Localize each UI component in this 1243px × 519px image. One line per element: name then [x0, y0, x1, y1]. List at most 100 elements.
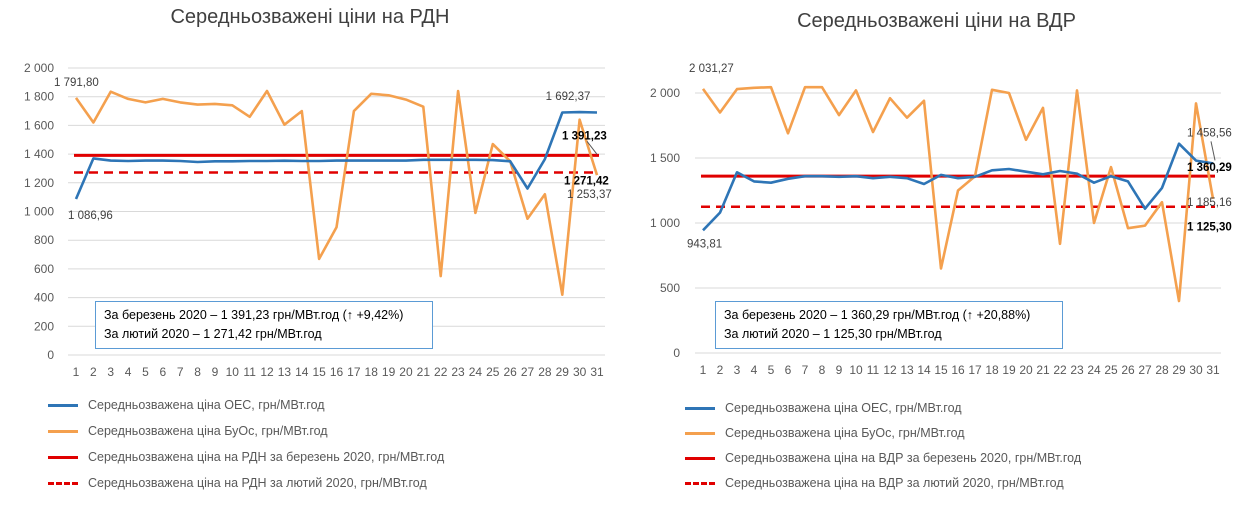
x-tick-label: 26	[1121, 363, 1135, 377]
x-tick-label: 7	[802, 363, 809, 377]
legend-swatch-oes	[685, 407, 715, 410]
x-tick-label: 2	[717, 363, 724, 377]
data-label: 1 391,23	[562, 130, 607, 142]
x-tick-label: 20	[1019, 363, 1033, 377]
legend-rdn: Середньозважена ціна ОЕС, грн/МВт.год Се…	[48, 395, 568, 505]
data-label: 1 185,16	[1187, 197, 1232, 209]
x-tick-label: 11	[867, 363, 880, 377]
x-tick-label: 17	[968, 363, 982, 377]
x-tick-label: 26	[503, 365, 517, 379]
x-tick-label: 28	[1155, 363, 1169, 377]
x-tick-label: 21	[1036, 363, 1050, 377]
data-label: 1 360,29	[1187, 162, 1232, 174]
x-tick-label: 13	[900, 363, 914, 377]
y-tick-label: 1 000	[650, 216, 680, 230]
x-tick-label: 8	[819, 363, 826, 377]
gridlines	[695, 92, 1221, 354]
x-tick-label: 29	[1172, 363, 1186, 377]
y-tick-label: 1 600	[24, 118, 54, 132]
y-tick-label: 0	[47, 348, 54, 362]
y-tick-label: 1 800	[24, 90, 54, 104]
x-tick-label: 10	[226, 365, 240, 379]
legend-label-march: Середньозважена ціна на РДН за березень …	[88, 450, 445, 464]
x-tick-label: 3	[734, 363, 741, 377]
x-tick-label: 13	[278, 365, 292, 379]
x-tick-label: 1	[73, 365, 80, 379]
data-label: 2 031,27	[689, 63, 734, 75]
x-tick-label: 9	[836, 363, 843, 377]
x-tick-label: 24	[1087, 363, 1101, 377]
x-tick-label: 3	[107, 365, 114, 379]
data-label: 1 458,56	[1187, 127, 1232, 139]
x-tick-label: 14	[917, 363, 931, 377]
x-tick-label: 5	[142, 365, 149, 379]
legend-label-buos: Середньозважена ціна БуОс, грн/МВт.год	[725, 426, 965, 440]
x-tick-label: 22	[1053, 363, 1067, 377]
legend-swatch-feb	[48, 482, 78, 485]
x-tick-label: 1	[700, 363, 707, 377]
price-summary-note-rdn: За березень 2020 – 1 391,23 грн/МВт.год …	[95, 301, 433, 349]
x-tick-label: 19	[382, 365, 396, 379]
x-tick-label: 12	[883, 363, 897, 377]
y-tick-label: 800	[34, 233, 54, 247]
x-tick-label: 7	[177, 365, 184, 379]
legend-label-oes: Середньозважена ціна ОЕС, грн/МВт.год	[88, 398, 325, 412]
y-tick-label: 400	[34, 291, 54, 305]
legend-vdr: Середньозважена ціна ОЕС, грн/МВт.год Се…	[685, 398, 1205, 508]
x-tick-label: 17	[347, 365, 361, 379]
x-tick-label: 6	[159, 365, 166, 379]
x-tick-label: 15	[312, 365, 326, 379]
data-label: 1 791,80	[54, 77, 99, 89]
label-leader-line	[1210, 141, 1216, 161]
buos-price-line	[74, 89, 599, 297]
chart-vdr: Середньозважені ціни на ВДР 0 500 1 000 1 5…	[630, 0, 1243, 519]
x-tick-label: 27	[1138, 363, 1152, 377]
legend-label-feb: Середньозважена ціна на РДН за лютий 202…	[88, 476, 427, 490]
x-tick-label: 27	[521, 365, 535, 379]
x-tick-label: 18	[985, 363, 999, 377]
y-tick-label: 500	[660, 281, 680, 295]
x-tick-label: 25	[486, 365, 500, 379]
data-label: 943,81	[687, 238, 722, 250]
x-tick-label: 16	[951, 363, 965, 377]
note-line-march-vdr: За березень 2020 – 1 360,29 грн/МВт.год …	[724, 308, 1031, 322]
y-tick-label: 1 400	[24, 147, 54, 161]
oes-price-line	[702, 142, 1214, 232]
x-tick-label: 8	[194, 365, 201, 379]
legend-swatch-march	[685, 457, 715, 460]
x-tick-label: 28	[538, 365, 552, 379]
x-tick-label: 5	[768, 363, 775, 377]
x-tick-label: 22	[434, 365, 448, 379]
x-tick-label: 16	[330, 365, 344, 379]
x-tick-label: 10	[849, 363, 863, 377]
legend-label-march: Середньозважена ціна на ВДР за березень …	[725, 451, 1082, 465]
y-tick-label: 600	[34, 262, 54, 276]
legend-label-oes: Середньозважена ціна ОЕС, грн/МВт.год	[725, 401, 962, 415]
note-line-feb-vdr: За лютий 2020 – 1 125,30 грн/МВт.год	[724, 327, 942, 341]
legend-swatch-feb	[685, 482, 715, 485]
oes-price-line	[74, 110, 598, 200]
legend-swatch-buos	[48, 430, 78, 433]
x-tick-label: 31	[1206, 363, 1220, 377]
x-tick-label: 11	[243, 365, 256, 379]
note-line-march-rdn: За березень 2020 – 1 391,23 грн/МВт.год …	[104, 308, 404, 322]
y-tick-label: 1 200	[24, 176, 54, 190]
x-tick-label: 30	[1189, 363, 1203, 377]
x-tick-label: 4	[125, 365, 132, 379]
x-tick-label: 2	[90, 365, 97, 379]
legend-swatch-buos	[685, 432, 715, 435]
x-tick-label: 25	[1104, 363, 1118, 377]
x-tick-label: 14	[295, 365, 309, 379]
legend-swatch-oes	[48, 404, 78, 407]
x-tick-label: 4	[751, 363, 758, 377]
x-tick-label: 20	[399, 365, 413, 379]
chart-title-rdn: Середньозважені ціни на РДН	[170, 6, 450, 28]
legend-label-feb: Середньозважена ціна на ВДР за лютий 202…	[725, 476, 1064, 490]
x-tick-label: 31	[590, 365, 604, 379]
y-tick-label: 2 000	[24, 61, 54, 75]
chart-rdn: Середньозважені ціни на РДН 0 200 400 600 80…	[0, 0, 620, 519]
x-tick-label: 18	[365, 365, 379, 379]
legend-label-buos: Середньозважена ціна БуОс, грн/МВт.год	[88, 424, 328, 438]
label-leader-line	[586, 141, 598, 155]
